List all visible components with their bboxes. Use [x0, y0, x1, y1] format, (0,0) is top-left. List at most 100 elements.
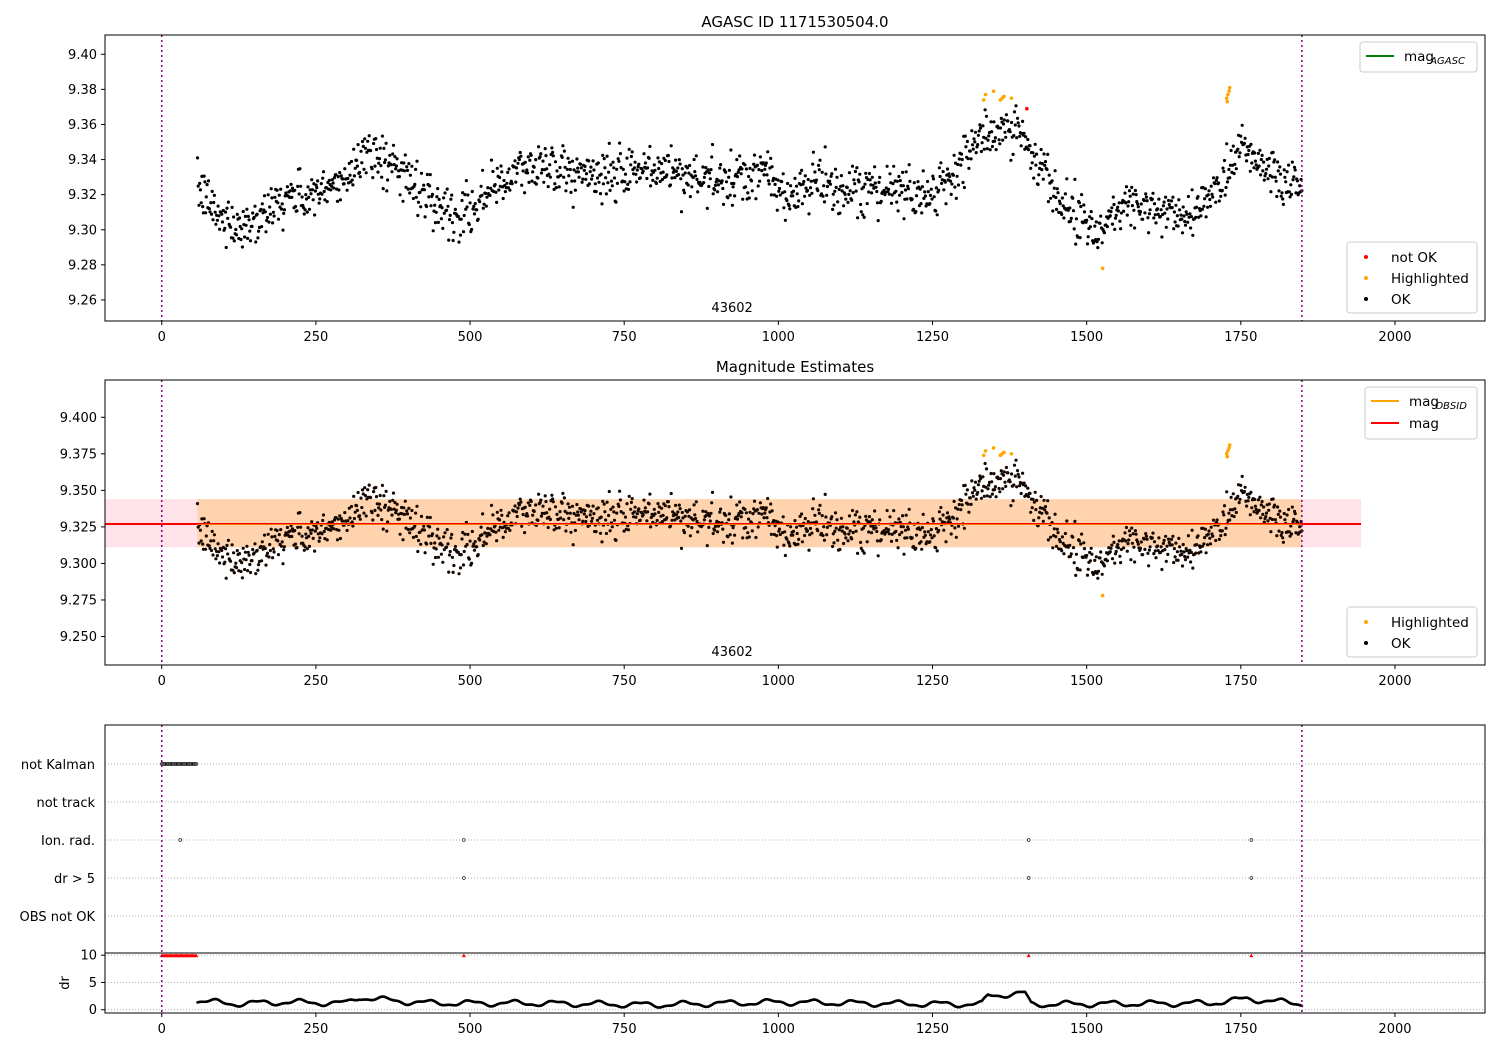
- ok-point: [1220, 188, 1224, 193]
- ok-point: [279, 187, 283, 191]
- ok-point: [573, 179, 577, 183]
- ok-point: [721, 202, 726, 206]
- ok-point: [678, 162, 682, 166]
- ok-point: [537, 492, 541, 496]
- ok-point: [798, 171, 802, 175]
- ok-point: [1096, 569, 1101, 573]
- ok-point: [983, 108, 987, 112]
- ok-point: [217, 214, 221, 218]
- ok-point: [841, 184, 845, 188]
- flag-point: [193, 762, 197, 766]
- ok-point: [234, 233, 239, 237]
- ok-point: [591, 504, 595, 508]
- ok-point: [459, 553, 463, 557]
- ok-point: [710, 155, 714, 159]
- ok-point: [980, 489, 984, 493]
- ok-point: [820, 514, 824, 518]
- ok-point: [867, 171, 872, 176]
- ok-point: [1280, 191, 1284, 195]
- highlighted-point: [1100, 593, 1105, 598]
- ok-point: [1267, 156, 1271, 160]
- ok-point: [1174, 203, 1178, 207]
- ok-point: [983, 461, 987, 466]
- ok-point: [313, 529, 317, 533]
- ok-point: [232, 571, 236, 575]
- ok-point: [448, 549, 452, 554]
- ok-point: [303, 208, 307, 212]
- ok-point: [836, 538, 840, 542]
- ok-point: [1159, 208, 1163, 212]
- highlighted-point: [1226, 449, 1230, 453]
- ok-point: [1043, 163, 1047, 167]
- ok-point: [1096, 246, 1100, 250]
- ok-point: [1176, 224, 1180, 228]
- highlighted-point: [1227, 443, 1232, 447]
- ok-point: [660, 520, 665, 524]
- ok-point: [932, 195, 936, 199]
- ok-point: [1089, 546, 1093, 550]
- ok-point: [1177, 536, 1181, 541]
- ok-point: [902, 217, 906, 221]
- ok-point: [1098, 221, 1102, 225]
- ok-point: [632, 510, 637, 514]
- ok-point: [1252, 166, 1256, 170]
- ok-point: [1219, 194, 1223, 198]
- ok-point: [920, 211, 924, 215]
- ok-point: [335, 199, 340, 203]
- ok-point: [783, 190, 787, 194]
- ok-point: [285, 185, 289, 189]
- ok-point: [362, 167, 366, 171]
- ok-point: [230, 205, 234, 209]
- ok-point: [562, 149, 567, 153]
- ok-point: [797, 199, 801, 203]
- ok-point: [1190, 528, 1194, 532]
- ok-point: [518, 497, 522, 501]
- ok-point: [1109, 210, 1113, 214]
- ok-point: [1043, 508, 1047, 512]
- ok-point: [1209, 525, 1213, 529]
- ok-point: [282, 545, 286, 549]
- ok-point: [833, 511, 838, 515]
- ok-point: [709, 511, 713, 515]
- ok-point: [288, 529, 292, 533]
- ok-point: [912, 207, 916, 211]
- ok-point: [617, 504, 621, 508]
- ok-point: [408, 516, 412, 520]
- ok-point: [433, 203, 437, 207]
- ok-point: [241, 209, 245, 214]
- ok-point: [655, 518, 659, 523]
- ok-point: [347, 506, 351, 510]
- ok-point: [1062, 216, 1066, 220]
- ok-point: [1242, 141, 1246, 145]
- ok-point: [1039, 147, 1043, 152]
- ok-point: [485, 534, 489, 538]
- ok-point: [677, 503, 681, 507]
- ok-point: [854, 189, 858, 193]
- ok-point: [1262, 160, 1266, 164]
- ok-point: [960, 503, 964, 507]
- ok-point: [824, 172, 828, 176]
- ok-point: [905, 536, 909, 540]
- ok-point: [1131, 532, 1135, 536]
- ok-point: [570, 179, 574, 183]
- ok-point: [414, 195, 418, 199]
- x-tick-label: 2000: [1378, 674, 1411, 689]
- ok-point: [1024, 135, 1028, 139]
- ok-points: [195, 85, 1304, 271]
- ok-point: [425, 515, 429, 520]
- ok-point: [1211, 534, 1215, 538]
- highlighted-point: [1227, 446, 1231, 450]
- ok-point: [1210, 192, 1214, 196]
- ok-point: [1279, 533, 1283, 538]
- ok-point: [1046, 200, 1050, 204]
- ok-point: [1058, 540, 1062, 544]
- ok-point: [1090, 552, 1094, 556]
- ok-point: [677, 158, 681, 162]
- flag-point: [1249, 876, 1254, 880]
- ok-point: [990, 130, 994, 134]
- ok-point: [737, 168, 741, 172]
- ok-point: [834, 185, 838, 189]
- ok-point: [583, 164, 587, 168]
- ok-point: [1102, 564, 1106, 568]
- ok-point: [1271, 150, 1275, 154]
